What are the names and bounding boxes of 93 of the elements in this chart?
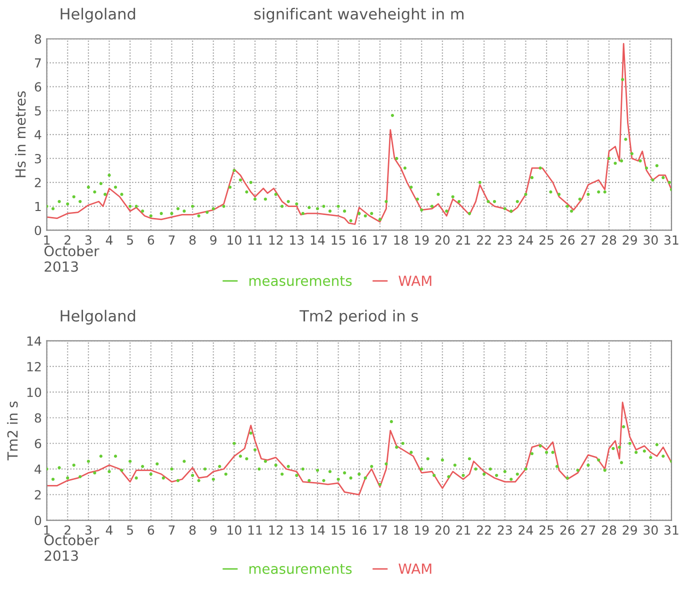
x-axis-title: October 2013 [44, 246, 100, 272]
y-tick-label: 6 [34, 438, 42, 448]
y-tick-label: 3 [34, 154, 41, 164]
x-tick-label: 1 [44, 235, 50, 245]
y-tick-label: 8 [34, 413, 42, 423]
y-tick-label: 0 [34, 516, 42, 526]
x-tick-label: 12 [269, 235, 283, 245]
x-tick-label: 23 [498, 525, 512, 535]
x-tick-label: 27 [581, 235, 596, 245]
x-tick-label: 30 [644, 235, 658, 245]
x-tick-label: 11 [248, 235, 262, 245]
y-tick-label: 1 [35, 202, 41, 212]
x-tick-label: 25 [540, 525, 554, 535]
legend-label: WAM [398, 276, 432, 286]
x-tick-label: 19 [415, 525, 429, 535]
legend-label: measurements [249, 276, 352, 286]
x-tick-label: 9 [210, 525, 216, 535]
x-tick-label: 21 [456, 235, 470, 245]
x-tick-label: 28 [602, 525, 616, 535]
y-axis-title: Hs in metres [14, 91, 26, 178]
legend-label: WAM [398, 564, 432, 574]
x-tick-label: 31 [664, 525, 678, 535]
y-tick-label: 8 [34, 34, 42, 44]
y-tick-label: 7 [34, 58, 41, 68]
x-tick-label: 2 [64, 235, 70, 245]
x-tick-label: 22 [477, 525, 491, 535]
x-tick-label: 10 [228, 235, 242, 245]
x-tick-label: 31 [664, 235, 678, 245]
x-tick-label: 27 [581, 525, 596, 535]
y-tick-label: 10 [27, 388, 42, 398]
chart-subtitle: significant waveheight in m [254, 8, 464, 23]
x-tick-label: 25 [540, 235, 554, 245]
legend-label: measurements [249, 564, 352, 574]
x-tick-label: 29 [622, 525, 637, 535]
x-tick-label: 21 [456, 525, 470, 535]
x-tick-label: 24 [518, 235, 533, 245]
x-tick-label: 4 [106, 526, 113, 535]
x-tick-label: 16 [352, 525, 366, 535]
x-tick-label: 23 [498, 235, 512, 245]
x-tick-label: 9 [210, 235, 216, 245]
chart-title: Helgoland [60, 8, 136, 23]
x-tick-label: 18 [394, 525, 408, 535]
x-tick-label: 5 [127, 526, 133, 535]
y-tick-label: 4 [34, 130, 42, 140]
x-tick-label: 26 [560, 235, 575, 245]
y-tick-label: 14 [27, 336, 42, 346]
x-tick-label: 7 [168, 526, 175, 535]
x-tick-label: 17 [373, 235, 387, 245]
x-tick-label: 19 [415, 235, 429, 245]
y-tick-label: 2 [34, 178, 41, 188]
y-axis-title: Tm2 in s [7, 401, 18, 460]
x-tick-label: 6 [148, 235, 154, 245]
x-tick-label: 7 [168, 235, 175, 245]
x-tick-label: 22 [477, 235, 491, 245]
x-tick-label: 15 [332, 235, 346, 245]
x-tick-label: 20 [435, 525, 450, 535]
x-tick-label: 14 [310, 526, 325, 535]
x-tick-label: 2 [64, 525, 70, 535]
x-tick-label: 8 [189, 525, 196, 535]
x-tick-label: 13 [290, 235, 304, 245]
x-tick-label: 5 [127, 235, 133, 245]
x-tick-label: 10 [228, 525, 242, 535]
x-tick-label: 14 [310, 235, 325, 245]
x-tick-label: 26 [560, 525, 575, 535]
y-tick-label: 0 [34, 226, 42, 236]
x-tick-label: 24 [518, 525, 533, 535]
y-tick-label: 4 [34, 464, 42, 474]
x-axis-title: October 2013 [44, 534, 100, 561]
chart-title: Helgoland [60, 310, 136, 325]
x-tick-label: 30 [644, 525, 658, 535]
x-tick-label: 3 [85, 235, 92, 245]
x-tick-label: 20 [435, 235, 450, 245]
x-tick-label: 8 [189, 235, 196, 245]
y-tick-label: 2 [34, 490, 41, 500]
x-tick-label: 29 [622, 235, 637, 245]
y-tick-label: 5 [34, 106, 41, 116]
x-tick-label: 28 [602, 235, 616, 245]
x-tick-label: 15 [332, 526, 346, 535]
x-tick-label: 3 [85, 525, 92, 535]
chart-subtitle: Tm2 period in s [300, 310, 418, 325]
x-tick-label: 12 [269, 525, 283, 535]
x-tick-label: 16 [352, 235, 366, 245]
x-tick-label: 13 [290, 525, 304, 535]
x-tick-label: 18 [394, 235, 408, 245]
x-tick-label: 17 [373, 526, 387, 535]
x-tick-label: 1 [44, 526, 50, 535]
line-series [46, 42, 672, 225]
line-series [46, 402, 672, 496]
x-tick-label: 11 [248, 526, 262, 535]
y-tick-label: 12 [27, 362, 41, 372]
y-tick-label: 6 [34, 82, 42, 92]
x-tick-label: 6 [148, 525, 154, 535]
x-tick-label: 4 [106, 235, 113, 245]
